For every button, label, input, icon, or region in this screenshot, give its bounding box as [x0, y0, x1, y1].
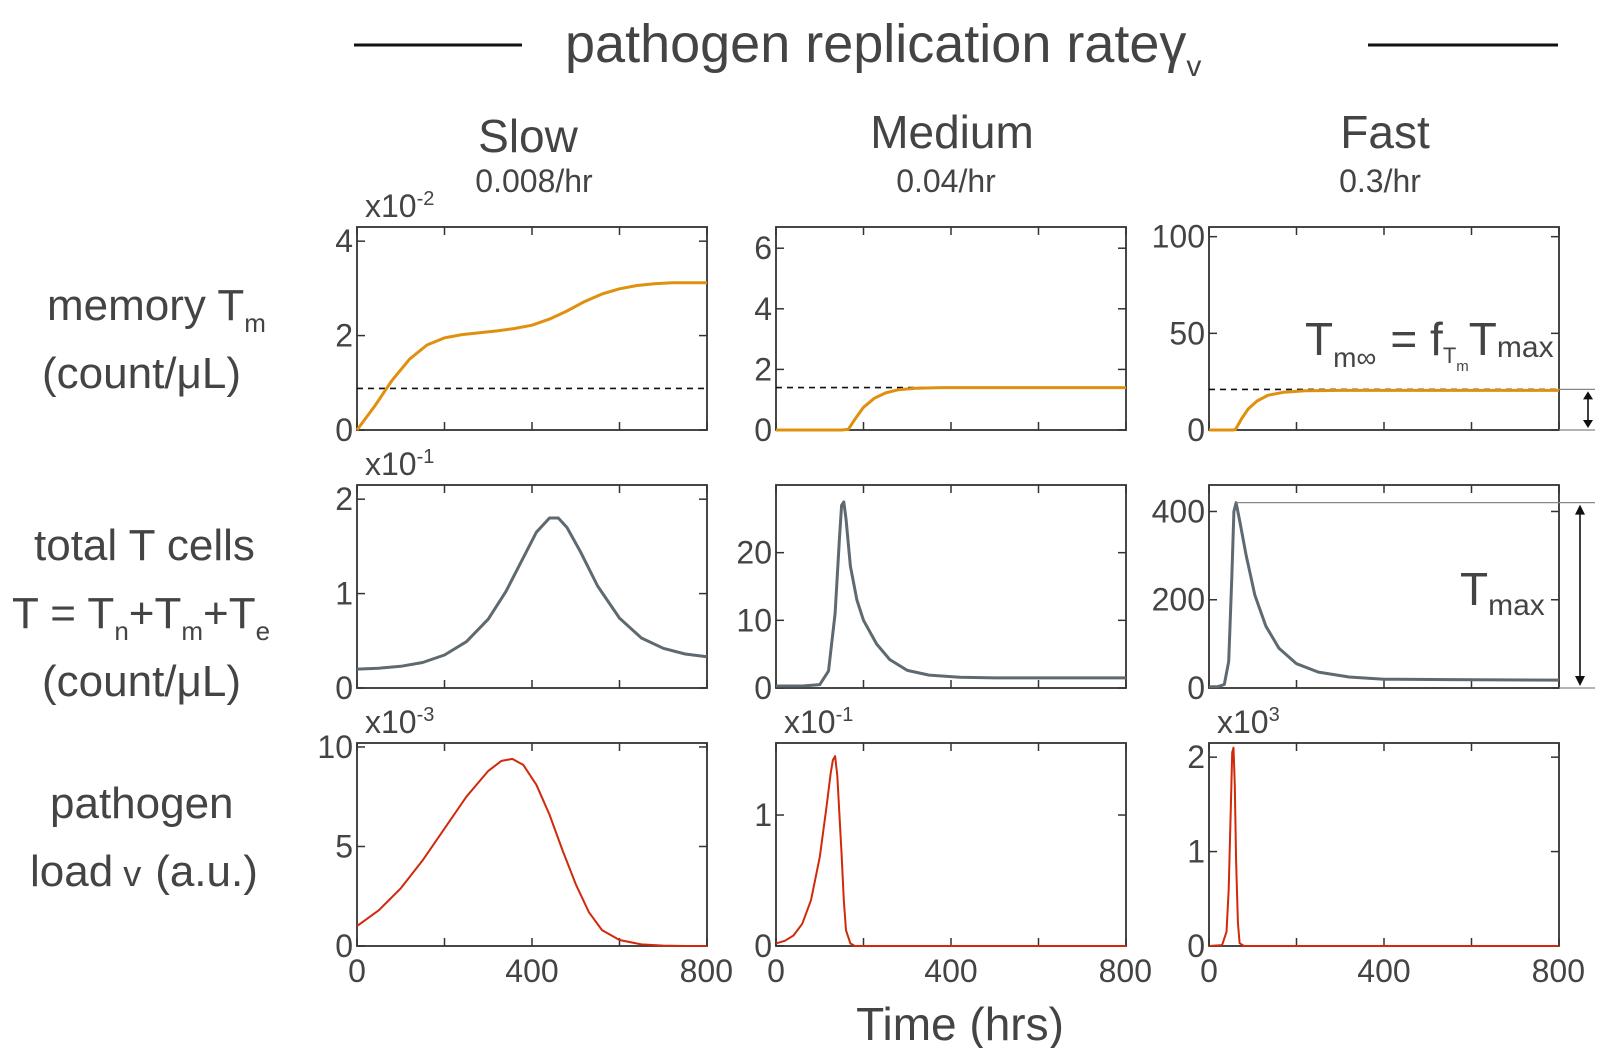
panel-total-slow: 0 1 2 x10-1	[335, 446, 708, 706]
column-title-medium: Medium	[870, 106, 1034, 158]
panel-pathogen-fast-xtick-label-1: 400	[1357, 953, 1410, 989]
main-title: pathogen replication rateγv	[565, 14, 1201, 83]
x-axis-title: Time (hrs)	[856, 998, 1064, 1048]
tmax-arrow-head-bottom	[1575, 676, 1585, 686]
column-rate-slow: 0.008/hr	[475, 163, 593, 199]
panel-pathogen-slow-frame	[356, 742, 708, 947]
panel-pathogen-medium-ytick-label-1: 1	[754, 797, 772, 833]
tminf-arrow-head-top	[1583, 391, 1593, 400]
panel-memory-slow-ytick-label-1: 2	[335, 318, 353, 354]
row-label-total-unit: (count/μL)	[42, 657, 241, 706]
row-label-memory: memory Tm	[47, 281, 266, 338]
panel-total-fast-ytick-label-0: 0	[1187, 670, 1205, 706]
panel-pathogen-fast-xtick-label-0: 0	[1200, 953, 1218, 989]
panel-memory-slow-multiplier: x10-2	[365, 188, 434, 224]
panel-pathogen-slow-ytick-label-1: 5	[335, 828, 353, 864]
panel-total-slow-ytick-label-0: 0	[335, 670, 353, 706]
panel-total-slow-ytick-label-2: 2	[335, 481, 353, 517]
panel-memory-fast-ytick-label-0: 0	[1187, 412, 1205, 448]
panel-memory-fast-series-line	[1209, 388, 1559, 432]
panel-pathogen-slow-series-line	[356, 757, 707, 947]
panel-pathogen-medium-frame	[775, 742, 1127, 947]
panel-pathogen-slow: 0 5 10 0 400 800 x10-3	[317, 704, 733, 989]
panel-total-slow-series-line	[356, 516, 708, 671]
panel-total-medium-ytick-label-2: 20	[736, 535, 772, 571]
panel-total-medium-frame	[775, 484, 1127, 689]
annotation-tmax: Tmax	[1460, 563, 1545, 622]
panel-pathogen-slow-xtick-label-0: 0	[348, 953, 366, 989]
panels: 024x10-20246050100012x10-101020020040005…	[317, 188, 1585, 989]
panel-total-fast-frame	[1208, 484, 1560, 689]
row-label-pathogen: pathogen	[50, 779, 234, 828]
panel-total-fast-ytick-label-2: 400	[1152, 493, 1205, 529]
panel-memory-medium-ytick-label-3: 6	[754, 230, 772, 266]
panel-memory-medium-series-line	[776, 386, 1126, 432]
panel-total-fast: 0 200 400	[1152, 484, 1560, 706]
panel-pathogen-medium-xtick-label-2: 800	[1099, 953, 1152, 989]
panel-pathogen-medium: 0 1 0 400 800 x10-1	[754, 704, 1152, 989]
panel-memory-fast-ytick-label-2: 100	[1152, 219, 1205, 255]
panel-pathogen-medium-xtick-label-0: 0	[767, 953, 785, 989]
row-label-total-eq: T = Tn+Tm+Te	[12, 589, 270, 646]
panel-pathogen-medium-series-line	[775, 755, 1126, 947]
panel-pathogen-slow-multiplier: x10-3	[365, 704, 434, 740]
panel-pathogen-fast-multiplier: x103	[1217, 704, 1280, 740]
panel-pathogen-medium-xtick-label-1: 400	[924, 953, 977, 989]
tminf-arrow-head-bottom	[1583, 420, 1593, 428]
panel-memory-medium-ytick-label-2: 4	[754, 291, 772, 327]
row-label-memory-unit: (count/μL)	[42, 349, 241, 398]
panel-memory-fast-ytick-label-1: 50	[1169, 315, 1205, 351]
panel-pathogen-fast-xtick-label-2: 800	[1532, 953, 1585, 989]
panel-memory-slow-ytick-label-2: 4	[335, 223, 353, 259]
panel-memory-slow: 0 2 4 x10-2	[335, 188, 708, 448]
column-rate-medium: 0.04/hr	[896, 163, 996, 199]
panel-pathogen-fast-series-line	[1208, 746, 1559, 947]
panel-pathogen-slow-xtick-label-2: 800	[680, 953, 733, 989]
panel-total-medium-ytick-label-1: 10	[736, 602, 772, 638]
panel-total-medium-ytick-label-0: 0	[754, 670, 772, 706]
row-label-pathogen-load: load v (a.u.)	[30, 847, 258, 896]
panel-total-fast-series-line	[1209, 501, 1560, 689]
panel-pathogen-fast-frame	[1208, 742, 1560, 947]
panel-memory-fast: 0 50 100	[1152, 219, 1560, 448]
annotation-tm-inf: Tm∞ = fTmTmax	[1305, 313, 1554, 375]
panel-memory-slow-ytick-label-0: 0	[335, 412, 353, 448]
column-title-fast: Fast	[1340, 106, 1430, 158]
panel-pathogen-medium-multiplier: x10-1	[784, 704, 853, 740]
panel-pathogen-fast-ytick-label-0: 0	[1187, 928, 1205, 964]
annotation-arrows	[1236, 388, 1595, 689]
panel-total-medium-series-line	[776, 500, 1126, 688]
row-label-total: total T cells	[34, 521, 255, 570]
panel-memory-slow-series-line	[355, 281, 707, 431]
panel-total-slow-ytick-label-1: 1	[335, 576, 353, 612]
panel-memory-medium-ytick-label-1: 2	[754, 351, 772, 387]
panel-pathogen-fast-ytick-label-2: 2	[1187, 739, 1205, 775]
panel-pathogen-slow-ytick-label-2: 10	[317, 729, 353, 765]
panel-pathogen-slow-ytick-label-0: 0	[335, 928, 353, 964]
panel-total-fast-ytick-label-1: 200	[1152, 582, 1205, 618]
panel-total-slow-multiplier: x10-1	[365, 446, 434, 482]
panel-memory-medium: 0 2 4 6	[754, 226, 1127, 448]
panel-memory-medium-ytick-label-0: 0	[754, 412, 772, 448]
column-rate-fast: 0.3/hr	[1339, 163, 1421, 199]
panel-memory-slow-frame	[356, 226, 708, 431]
column-title-slow: Slow	[478, 110, 578, 162]
panel-pathogen-fast: 0 1 2 0 400 800 x103	[1187, 704, 1585, 989]
panel-total-slow-frame	[356, 484, 708, 689]
tmax-arrow-head-top	[1575, 504, 1585, 515]
panel-pathogen-fast-ytick-label-1: 1	[1187, 834, 1205, 870]
panel-pathogen-slow-xtick-label-1: 400	[505, 953, 558, 989]
panel-total-medium: 0 10 20	[736, 484, 1127, 706]
panel-memory-medium-frame	[775, 226, 1127, 431]
panel-pathogen-medium-ytick-label-0: 0	[754, 928, 772, 964]
